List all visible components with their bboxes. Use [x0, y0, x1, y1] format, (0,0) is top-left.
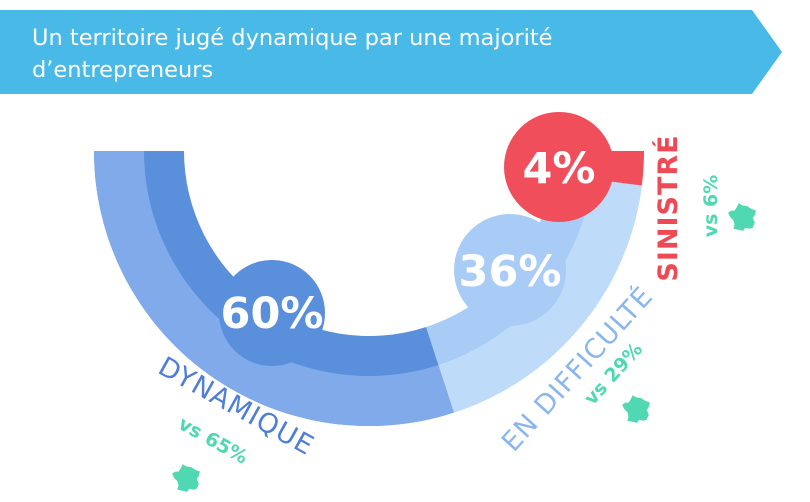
chart-title: Un territoire jugé dynamique par une maj…: [32, 25, 553, 83]
category-label-sinistre: SINISTRÉ: [652, 134, 684, 281]
value-label-sinistre: 4%: [522, 144, 595, 194]
bubble-dynamique: 60%: [219, 260, 325, 366]
value-label-en-difficulte: 36%: [459, 247, 562, 297]
bubble-sinistre: 4%: [504, 112, 614, 222]
compare-label-sinistre: vs 6%: [700, 175, 722, 238]
bubble-dynamique-circle: [219, 260, 325, 366]
title-banner: [0, 10, 782, 94]
slice-en-difficulte-inner-band: [438, 179, 642, 413]
france-map-icon: [172, 464, 200, 492]
france-map-icon: [622, 395, 650, 423]
france-map-icon: [728, 203, 756, 231]
bubble-en-difficulte-circle: [454, 214, 566, 326]
bubble-sinistre-circle: [504, 112, 614, 222]
bubble-en-difficulte: 36%: [454, 214, 566, 326]
slice-dynamique: [94, 151, 454, 426]
value-label-dynamique: 60%: [221, 289, 324, 339]
slice-dynamique-arc: [94, 151, 454, 426]
slice-dynamique-inner-band: [94, 151, 454, 426]
